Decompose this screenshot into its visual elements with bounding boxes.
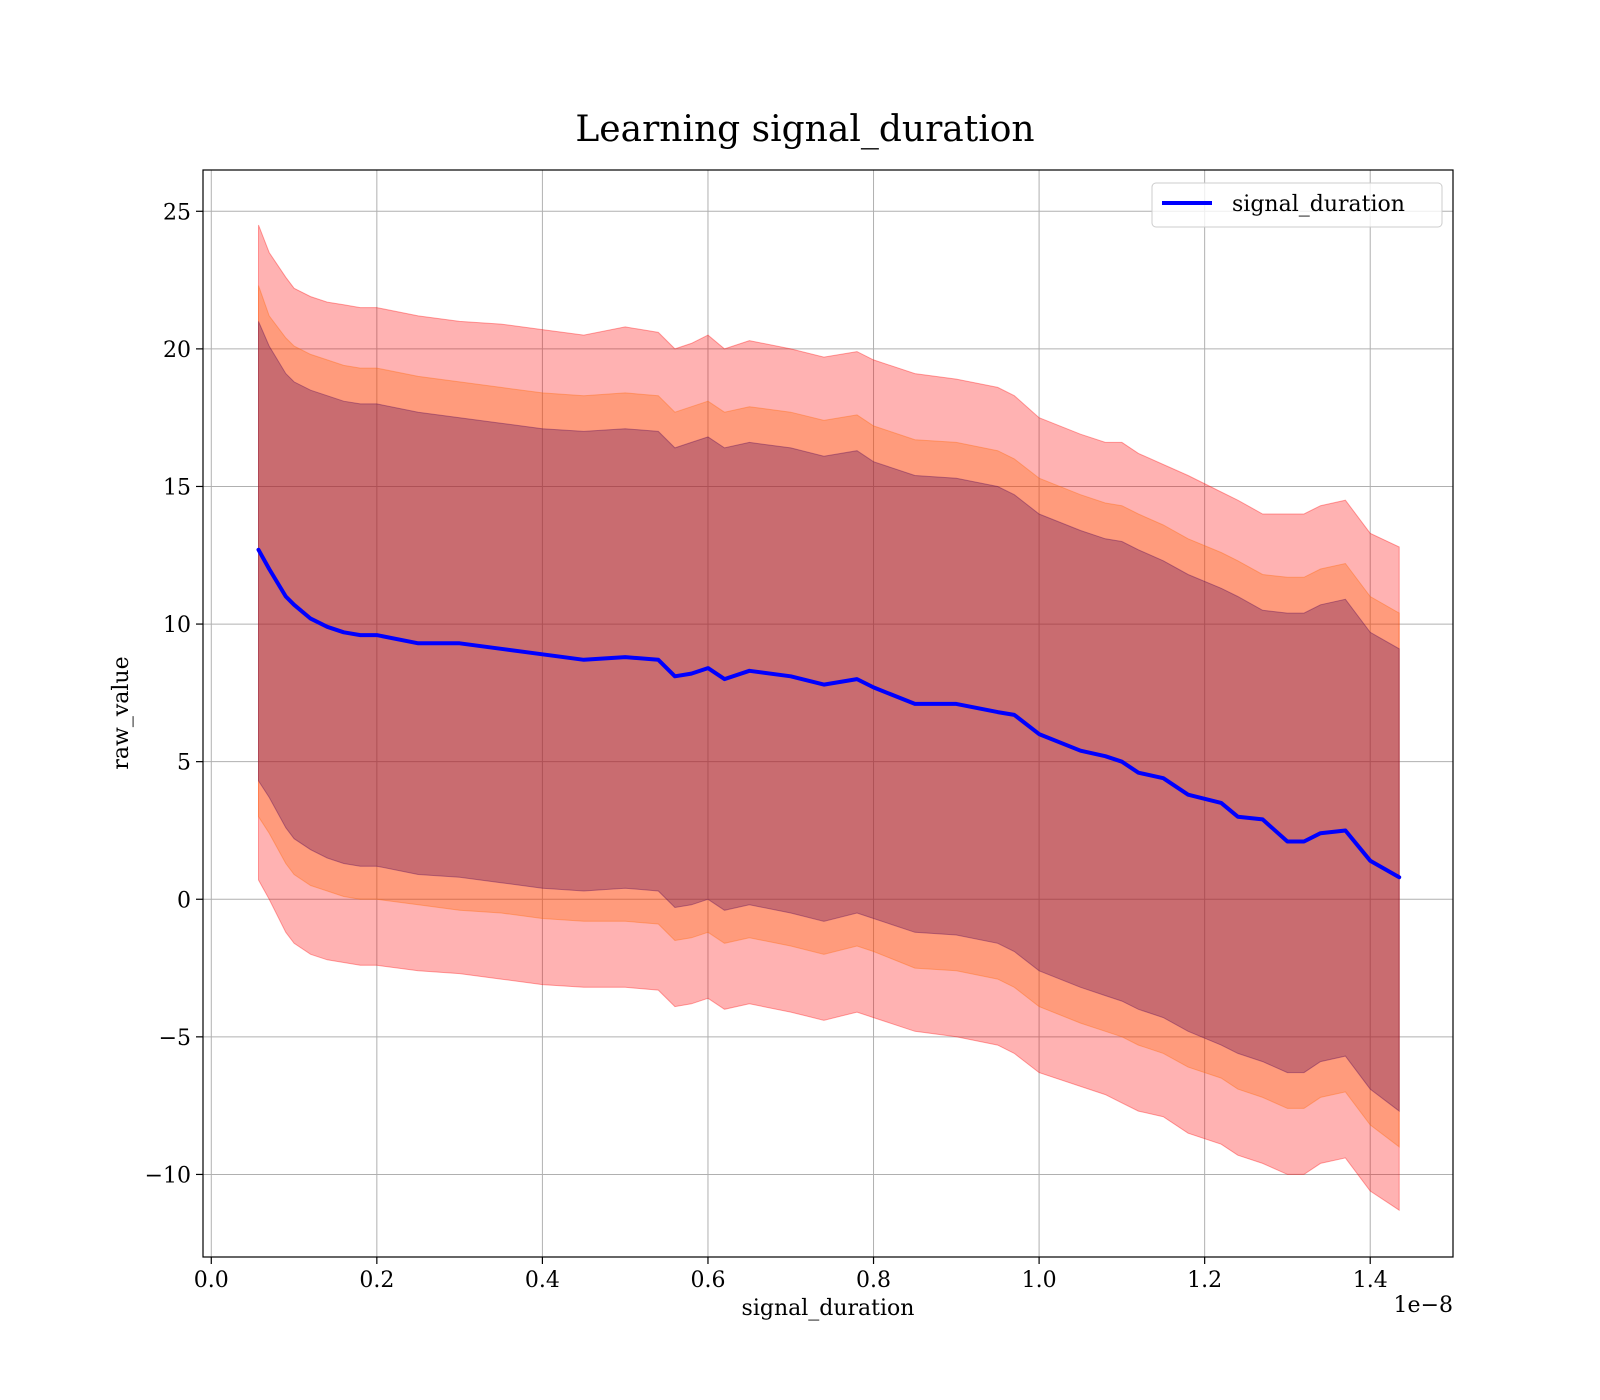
legend: signal_duration: [1151, 182, 1443, 228]
y-tick-label: 10: [163, 613, 191, 638]
y-axis-label: raw_value: [109, 656, 134, 769]
y-tick-label: −10: [145, 1163, 191, 1188]
band-inner: [258, 321, 1400, 1113]
band-outer: [258, 224, 1400, 1212]
legend-box: [1151, 182, 1443, 228]
chart-title: Learning signal_duration: [575, 109, 1034, 150]
x-tick-label: 0.0: [194, 1268, 229, 1293]
x-tick-label: 0.8: [856, 1268, 891, 1293]
plot-frame: [202, 169, 1454, 1258]
band-middle: [258, 285, 1400, 1148]
x-tick-label: 1.0: [1022, 1268, 1057, 1293]
x-tick-label: 0.6: [690, 1268, 725, 1293]
legend-entry-label: signal_duration: [1232, 192, 1405, 217]
y-tick-label: 25: [163, 200, 191, 225]
x-tick-label: 0.4: [525, 1268, 560, 1293]
confidence-bands: [258, 224, 1400, 1212]
x-tick-label: 1.4: [1353, 1268, 1388, 1293]
x-axis-label: signal_duration: [742, 1296, 915, 1321]
x-axis-offset-text: 1e−8: [1394, 1293, 1453, 1318]
y-tick-label: −5: [159, 1026, 191, 1051]
x-tick-label: 1.2: [1187, 1268, 1222, 1293]
series-line-signal_duration: [256, 547, 1402, 880]
axis-ticks: 0.0 0.2 0.4 0.6 0.8 1.0 1.2 1.4 −10 −5 0 5 10 15 20 25: [145, 200, 1388, 1293]
y-tick-label: 20: [163, 338, 191, 363]
y-tick-label: 0: [177, 888, 191, 913]
x-tick-label: 0.2: [359, 1268, 394, 1293]
series-lines: [256, 547, 1402, 880]
y-tick-label: 15: [163, 475, 191, 500]
grid-layer: [203, 170, 1453, 1257]
y-tick-label: 5: [177, 751, 191, 776]
